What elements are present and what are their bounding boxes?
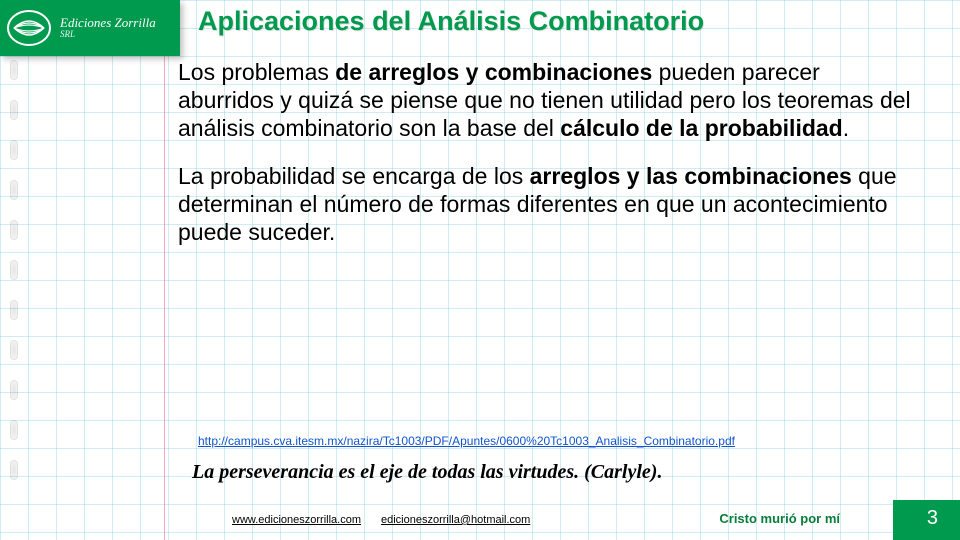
brand-suffix: SRL: [60, 30, 156, 40]
binder-hole: [10, 260, 18, 280]
binder-hole: [10, 100, 18, 120]
binder-hole: [10, 340, 18, 360]
notebook-margin-line: [164, 0, 165, 540]
p1-post: .: [843, 115, 849, 141]
binder-hole: [10, 60, 18, 80]
slide-quote: La perseverancia es el eje de todas las …: [192, 461, 662, 484]
binder-hole: [10, 420, 18, 440]
binder-hole: [10, 380, 18, 400]
page-number: 3: [927, 507, 938, 530]
paragraph-1: Los problemas de arreglos y combinacione…: [178, 58, 920, 142]
brand-logo-block: Ediciones ZorrillaSRL: [0, 0, 180, 56]
footer-motto: Cristo murió por mí: [719, 511, 840, 526]
brand-name: Ediciones Zorrilla: [60, 15, 156, 30]
brand-logo-text: Ediciones ZorrillaSRL: [60, 16, 156, 40]
binder-hole: [10, 180, 18, 200]
binder-holes: [10, 0, 38, 540]
paragraph-2: La probabilidad se encarga de los arregl…: [178, 162, 920, 246]
p1-bold-1: de arreglos y combinaciones: [335, 59, 652, 85]
binder-hole: [10, 140, 18, 160]
binder-hole: [10, 460, 18, 480]
slide-title: Aplicaciones del Análisis Combinatorio: [198, 6, 704, 37]
binder-hole: [10, 300, 18, 320]
footer-links: www.edicioneszorrilla.com edicioneszorri…: [232, 514, 530, 526]
p2-pre: La probabilidad se encarga de los: [178, 163, 530, 189]
book-pages-icon: [6, 8, 52, 48]
p1-bold-2: cálculo de la probabilidad: [560, 115, 842, 141]
slide-body: Los problemas de arreglos y combinacione…: [178, 58, 920, 460]
p2-bold-1: arreglos y las combinaciones: [530, 163, 852, 189]
footer-email-link[interactable]: edicioneszorrilla@hotmail.com: [381, 514, 530, 526]
slide-page: Ediciones ZorrillaSRL Aplicaciones del A…: [0, 0, 960, 540]
binder-hole: [10, 220, 18, 240]
reference-link[interactable]: http://campus.cva.itesm.mx/nazira/Tc1003…: [198, 434, 735, 448]
p1-pre: Los problemas: [178, 59, 335, 85]
footer-website-link[interactable]: www.edicioneszorrilla.com: [232, 514, 361, 526]
